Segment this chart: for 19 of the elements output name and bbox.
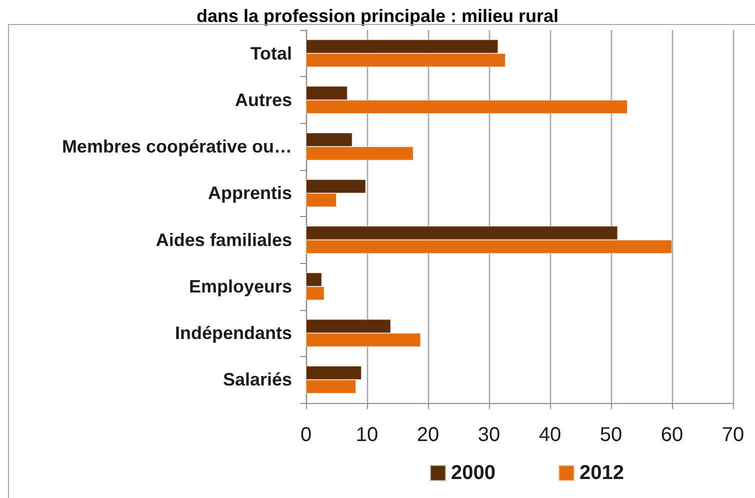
- chart-title: dans la profession principale : milieu rural: [196, 6, 559, 26]
- y-tick-label: Membres coopérative ou…: [62, 136, 292, 157]
- x-tick-label: 70: [722, 424, 744, 446]
- y-tick-label: Salariés: [222, 370, 292, 390]
- x-tick-label: 50: [600, 424, 622, 446]
- x-tick-label: 30: [478, 424, 500, 446]
- y-tick-label: Aides familiales: [156, 230, 292, 250]
- legend-label: 2012: [579, 462, 624, 484]
- x-tick-label: 0: [300, 424, 312, 446]
- x-tick-label: 40: [538, 424, 562, 446]
- y-tick-label: Autres: [234, 90, 292, 110]
- y-tick-label: Indépendants: [174, 323, 292, 344]
- x-tick-label: 60: [660, 424, 684, 446]
- y-tick-label: Employeurs: [188, 276, 292, 296]
- y-tick-label: Total: [250, 43, 292, 64]
- x-tick-label: 10: [356, 424, 378, 446]
- legend-label: 2000: [451, 462, 496, 484]
- x-tick-label: 20: [416, 424, 440, 446]
- y-tick-label: Apprentis: [208, 183, 292, 204]
